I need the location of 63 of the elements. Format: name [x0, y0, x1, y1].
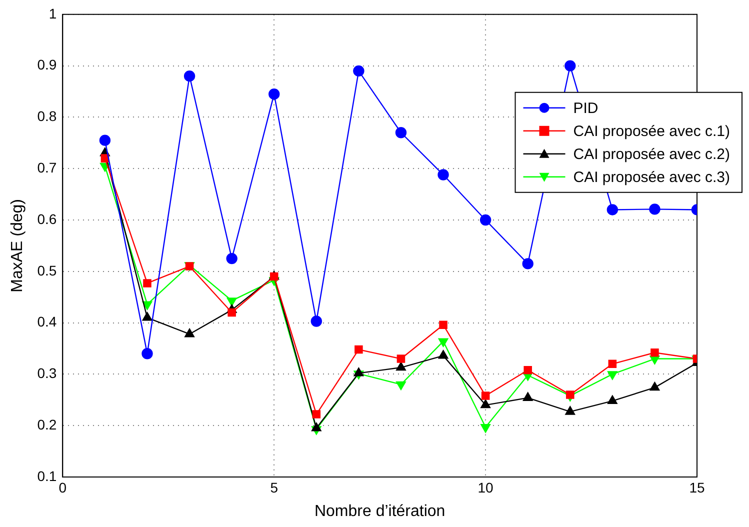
- point: [439, 320, 448, 329]
- point: [524, 366, 532, 374]
- point: [143, 279, 152, 288]
- point: [608, 360, 617, 368]
- point: [522, 258, 534, 270]
- point: [396, 362, 406, 371]
- point: [438, 338, 448, 347]
- point: [184, 70, 196, 82]
- y-tick-label: 1: [48, 5, 57, 22]
- y-tick-label: 0.5: [37, 262, 57, 278]
- point: [607, 371, 618, 380]
- point: [480, 399, 490, 408]
- point: [565, 406, 576, 415]
- point: [566, 390, 574, 399]
- y-tick-label: 0.2: [37, 416, 57, 432]
- point: [228, 308, 236, 317]
- x-tick-label: 5: [270, 479, 278, 496]
- point: [310, 316, 322, 327]
- point: [522, 392, 533, 401]
- point: [480, 424, 490, 433]
- legend-label: PID: [573, 100, 598, 118]
- point: [226, 298, 237, 306]
- point: [226, 252, 238, 264]
- point: [564, 60, 576, 72]
- point: [142, 301, 152, 310]
- point: [650, 356, 660, 364]
- point: [311, 422, 322, 432]
- point: [142, 348, 153, 360]
- x-tick-label: 10: [478, 479, 494, 496]
- point: [438, 169, 449, 180]
- y-tick-label: 0.8: [37, 108, 57, 124]
- point: [649, 204, 660, 215]
- point: [268, 88, 280, 100]
- point: [481, 392, 490, 400]
- y-tick-label: 0.6: [37, 210, 57, 227]
- point: [142, 312, 152, 321]
- point: [438, 350, 448, 359]
- y-tick-label: 0.4: [37, 314, 57, 330]
- legend-label: CAI proposée avec c.1): [573, 123, 730, 140]
- point: [480, 214, 492, 226]
- point: [184, 328, 194, 338]
- legend-label: CAI proposée avec c.2): [573, 146, 730, 164]
- y-tick-label: 0.7: [37, 159, 57, 176]
- y-axis-title: MaxAE (deg): [9, 199, 26, 292]
- y-tick-label: 0.1: [37, 468, 57, 484]
- point: [607, 395, 618, 404]
- point: [396, 381, 406, 390]
- legend-label: CAI proposée avec c.3): [573, 169, 730, 186]
- y-tick-label: 0.3: [37, 365, 57, 382]
- point: [99, 134, 111, 146]
- x-tick-label: 0: [58, 479, 67, 496]
- point: [354, 345, 363, 354]
- point: [354, 368, 364, 376]
- y-tick-label: 0.9: [37, 56, 57, 73]
- x-tick-label: 15: [689, 479, 705, 496]
- x-axis-title: Nombre d’itération: [314, 502, 446, 520]
- point: [395, 127, 407, 138]
- point: [312, 410, 321, 418]
- point: [650, 348, 659, 357]
- point: [606, 204, 618, 216]
- point: [650, 382, 660, 391]
- point: [396, 354, 406, 363]
- point: [353, 65, 364, 77]
